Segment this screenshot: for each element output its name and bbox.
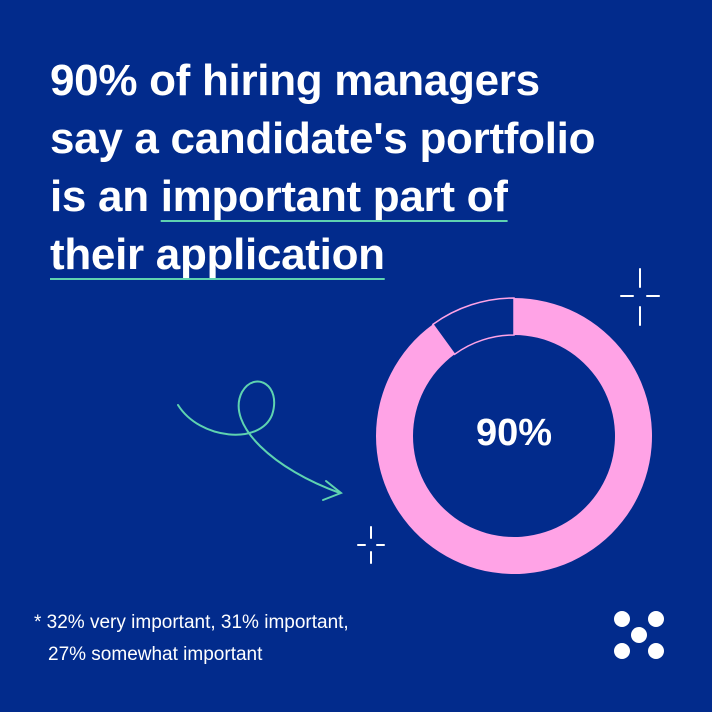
- donut-center-label: 90%: [475, 412, 553, 454]
- donut-chart: [375, 297, 653, 575]
- footnote-line-2: 27% somewhat important: [48, 644, 263, 665]
- footnote: * 32% very important, 31% important, 27%…: [34, 607, 349, 671]
- headline-text: is an: [50, 172, 161, 221]
- donut-slice-1: [431, 297, 515, 356]
- curved-arrow-icon: [177, 380, 343, 501]
- headline-line-3: is an important part of: [50, 168, 690, 226]
- sparkle-icon: [620, 268, 660, 326]
- sparkle-icon: [357, 526, 385, 564]
- headline-line-1: 90% of hiring managers: [50, 56, 540, 105]
- headline: 90% of hiring managers say a candidate's…: [50, 52, 690, 284]
- footnote-line-1: * 32% very important, 31% important,: [34, 612, 349, 633]
- five-dot-logo-icon: [614, 611, 664, 659]
- headline-line-2: say a candidate's portfolio: [50, 114, 596, 163]
- headline-underlined-text: important part of: [160, 172, 508, 221]
- headline-line-4: their application: [50, 230, 385, 279]
